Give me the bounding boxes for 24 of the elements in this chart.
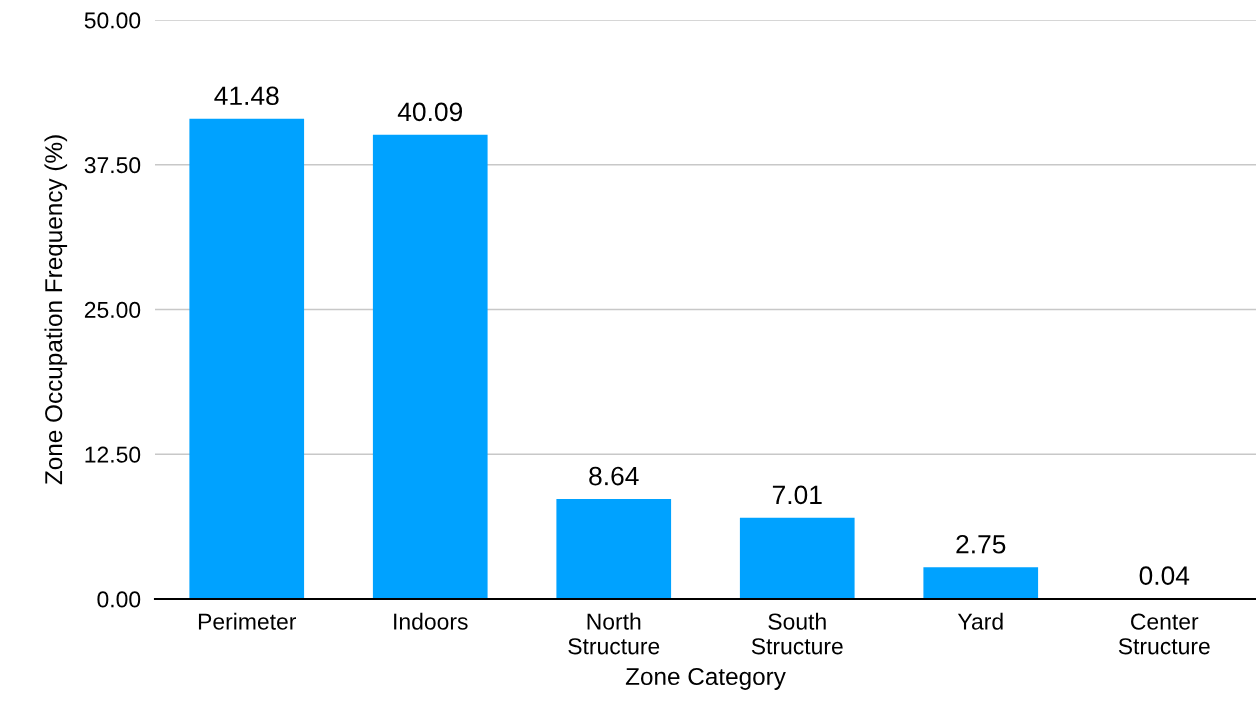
data-label: 7.01	[772, 485, 822, 505]
data-label: 0.04	[1139, 566, 1190, 585]
y-tick-label: 25.00	[84, 301, 141, 319]
x-axis-title: Zone Category	[625, 667, 786, 690]
data-label: 2.75	[956, 534, 1006, 554]
x-tick-label: Indoors	[394, 612, 468, 630]
bar	[739, 517, 855, 599]
bar	[189, 118, 305, 599]
y-tick-label: 12.50	[85, 446, 141, 463]
bar	[556, 498, 672, 599]
x-tick-label: Yard	[957, 612, 1003, 630]
data-label: 40.09	[397, 102, 463, 122]
y-tick-label: 0.00	[97, 591, 141, 608]
x-tick-label: Center Structure	[1118, 613, 1210, 655]
data-label: 41.48	[214, 86, 279, 106]
y-axis-title: Zone Occupation Frequency (%)	[44, 135, 68, 485]
bar	[923, 567, 1039, 599]
x-tick-label: Perimeter	[198, 612, 297, 630]
x-tick-label: South Structure	[751, 612, 843, 655]
bar	[372, 134, 488, 599]
x-tick-label: North Structure	[568, 612, 660, 655]
y-tick-label: 50.00	[84, 12, 141, 29]
data-label: 8.64	[589, 466, 639, 486]
y-tick-label: 37.50	[84, 157, 141, 174]
